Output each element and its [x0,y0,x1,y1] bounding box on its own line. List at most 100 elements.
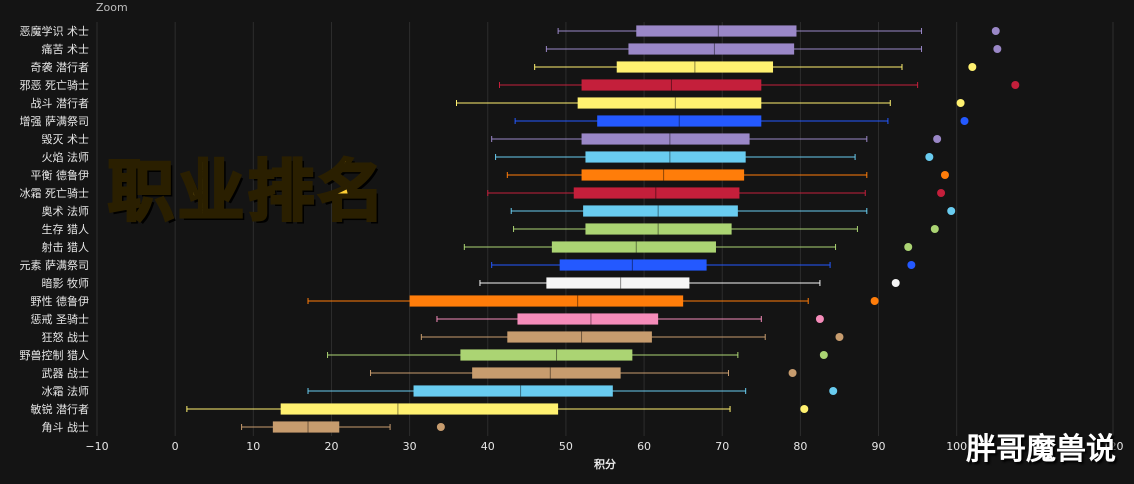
box-iqr [517,313,659,325]
category-label: 恶魔学识 术士 [20,24,90,38]
outlier-point [956,99,965,107]
box-iqr [413,385,613,397]
outlier-point [819,351,828,359]
box-item [479,277,900,289]
box-iqr [472,367,621,379]
box-iqr [628,43,795,55]
value-axis: −10 0 10 20 30 40 50 60 70 80 90 100 120 [85,440,1123,453]
category-label: 奇袭 潜行者 [31,60,90,74]
x-tick-label: −10 [85,440,108,453]
box-item [513,223,939,235]
outlier-point [993,45,1002,53]
category-label: 狂怒 战士 [42,330,90,344]
box-item [307,295,879,307]
outlier-point [835,333,844,341]
box-item [241,421,445,433]
category-label: 邪恶 死亡骑士 [20,78,90,92]
box-iqr [559,259,707,271]
box-item [307,385,838,397]
category-label: 毁灭 术士 [42,132,90,146]
category-label: 暗影 牧师 [42,276,90,290]
box-iqr [597,115,762,127]
outlier-point [947,207,956,215]
box-iqr [409,295,684,307]
outlier-point [788,369,797,377]
category-label: 奥术 法师 [42,204,90,218]
box-item [506,169,949,181]
x-tick-label: 30 [403,440,417,453]
category-label: 火焰 法师 [42,150,90,164]
grid-lines [96,22,1114,436]
category-label: 生存 猎人 [42,222,90,236]
box-item [327,349,828,361]
x-tick-label: 90 [872,440,886,453]
box-iqr [507,331,652,343]
category-label: 平衡 德鲁伊 [31,168,90,182]
box-iqr [546,277,690,289]
box-item [491,259,916,271]
category-label: 武器 战士 [42,367,90,380]
category-label: 惩戒 圣骑士 [31,313,90,326]
box-iqr [577,97,762,109]
x-tick-label: 70 [715,440,729,453]
watermark-text: 胖哥魔兽说 [966,432,1116,467]
outlier-point [904,243,913,251]
category-label: 冰霜 死亡骑士 [20,186,90,200]
box-iqr [585,223,732,235]
box-iqr [280,403,559,415]
box-item [186,403,809,415]
outlier-point [891,279,900,287]
box-item [545,43,1002,55]
box-iqr [636,25,797,37]
outlier-point [436,423,445,431]
outlier-point [960,117,969,125]
box-item [557,25,1000,37]
outlier-point [870,297,879,305]
box-item [510,205,956,217]
category-label: 敏锐 潜行者 [31,402,90,416]
x-tick-label: 20 [324,440,338,453]
box-series [186,25,1020,433]
category-label: 元素 萨满祭司 [20,259,90,272]
box-iqr [616,61,774,73]
box-iqr [551,241,716,253]
x-axis-title: 积分 [594,457,616,471]
box-item [463,241,913,253]
x-tick-label: 60 [637,440,651,453]
outlier-point [937,189,946,197]
outlier-point [991,27,1000,35]
outlier-point [933,135,942,143]
outlier-point [968,63,977,71]
box-iqr [581,169,745,181]
category-label: 射击 猎人 [42,240,90,254]
x-tick-label: 120 [1103,440,1124,453]
zoom-control-label[interactable]: Zoom [96,1,128,14]
x-tick-label: 10 [246,440,260,453]
box-item [420,331,844,343]
box-iqr [272,421,340,433]
x-tick-label: 80 [793,440,807,453]
outlier-point [907,261,916,269]
category-label: 增强 萨满祭司 [20,114,90,128]
outlier-point [940,171,949,179]
box-item [498,79,1020,91]
x-tick-label: 100 [946,440,967,453]
outlier-point [1011,81,1020,89]
x-tick-label: 40 [481,440,495,453]
box-item [456,97,965,109]
box-iqr [583,205,738,217]
box-iqr [581,79,762,91]
category-label: 角斗 战士 [42,421,90,434]
outlier-point [815,315,824,323]
category-label: 野性 德鲁伊 [31,294,90,308]
overlay-title: 职业排名 [107,152,388,232]
category-label: 战斗 潜行者 [31,96,90,110]
box-item [534,61,977,73]
box-item [370,367,797,379]
box-item [491,133,942,145]
category-label: 痛苦 术士 [42,42,90,56]
outlier-point [800,405,809,413]
category-label: 冰霜 法师 [42,384,90,398]
